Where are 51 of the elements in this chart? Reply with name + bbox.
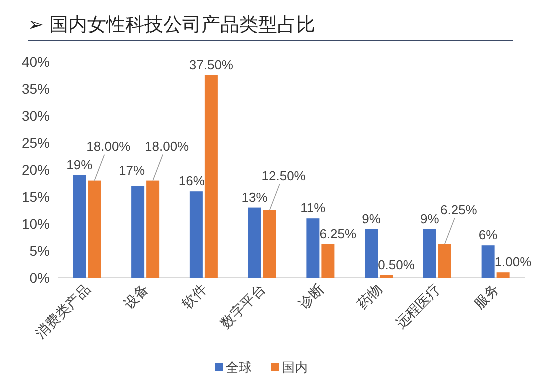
data-label: 18.00% bbox=[86, 138, 132, 154]
data-label: 16% bbox=[178, 174, 206, 189]
data-label: 6.25% bbox=[440, 202, 478, 218]
data-label: 12.50% bbox=[262, 168, 306, 184]
x-tick-label: 药物 bbox=[354, 280, 386, 312]
bar bbox=[132, 186, 145, 278]
x-tick-label: 设备 bbox=[120, 280, 152, 312]
y-tick-label: 15% bbox=[22, 189, 50, 205]
bar bbox=[306, 218, 320, 278]
data-label: 6.25% bbox=[320, 226, 357, 242]
data-label: 18.00% bbox=[145, 138, 190, 154]
bar bbox=[248, 208, 262, 278]
bar bbox=[365, 229, 378, 278]
y-tick-label: 40% bbox=[22, 54, 50, 70]
y-tick-label: 20% bbox=[22, 162, 50, 178]
bar bbox=[496, 272, 510, 278]
x-tick-label: 诊断 bbox=[296, 280, 327, 312]
bar bbox=[322, 244, 335, 278]
data-label: 0.50% bbox=[378, 257, 416, 272]
bar bbox=[438, 244, 452, 278]
data-label: 19% bbox=[66, 157, 94, 172]
bar bbox=[88, 180, 102, 278]
data-label: 6% bbox=[478, 228, 498, 243]
y-tick-label: 10% bbox=[22, 216, 50, 232]
data-label: 17% bbox=[119, 162, 146, 178]
bar bbox=[263, 210, 276, 278]
legend-label: 全球 bbox=[226, 360, 252, 375]
legend-label: 国内 bbox=[282, 360, 308, 375]
data-label: 37.50% bbox=[189, 58, 234, 72]
bar bbox=[204, 76, 218, 278]
bar bbox=[423, 229, 436, 278]
data-label: 11% bbox=[300, 200, 326, 216]
y-tick-label: 35% bbox=[22, 81, 50, 97]
data-label: 13% bbox=[242, 190, 268, 205]
data-label: 1.00% bbox=[494, 254, 532, 270]
bar bbox=[73, 175, 86, 278]
chart-title: ➢ 国内女性科技公司产品类型占比 bbox=[28, 15, 316, 36]
x-tick-label: 数字平台 bbox=[218, 280, 268, 332]
bar bbox=[146, 180, 160, 278]
data-label: 9% bbox=[420, 211, 440, 226]
x-tick-label: 软件 bbox=[178, 280, 210, 312]
y-tick-label: 25% bbox=[22, 135, 50, 151]
bar bbox=[380, 275, 394, 278]
bar bbox=[190, 192, 203, 278]
y-tick-label: 30% bbox=[22, 108, 50, 124]
data-label: 9% bbox=[362, 211, 382, 226]
bar bbox=[482, 246, 495, 278]
y-tick-label: 0% bbox=[30, 270, 50, 286]
x-tick-label: 远程医疗 bbox=[392, 280, 444, 332]
y-tick-label: 5% bbox=[30, 243, 50, 259]
x-tick-label: 服务 bbox=[470, 280, 502, 312]
